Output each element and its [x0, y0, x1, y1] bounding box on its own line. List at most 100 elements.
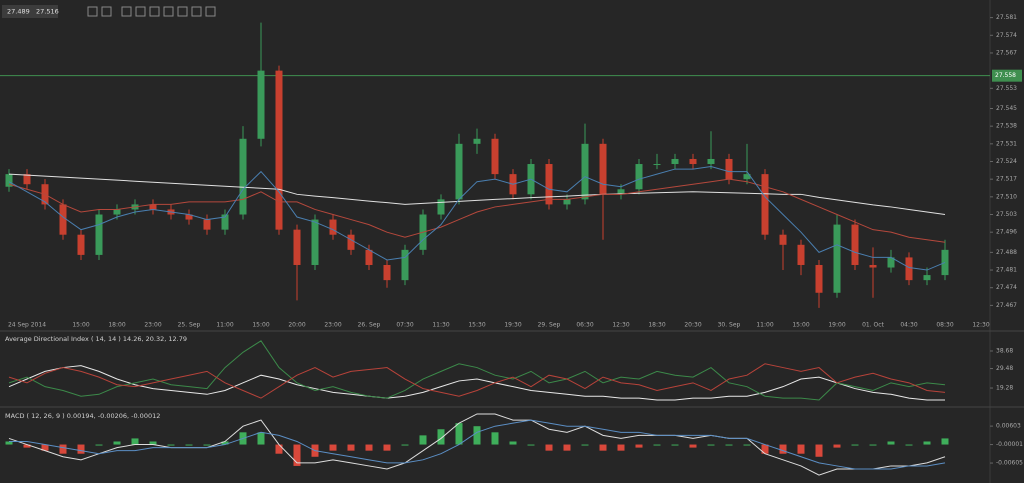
x-tick-label: 20:30 — [684, 322, 701, 329]
candle-body — [653, 164, 661, 166]
candle-body — [725, 158, 733, 180]
histogram-bar — [221, 441, 229, 445]
y-tick-label: 27.467 — [996, 302, 1017, 309]
tool-button[interactable] — [149, 6, 160, 17]
histogram-bar — [905, 444, 913, 446]
histogram-bar — [599, 444, 607, 451]
y-tick-label: 27.581 — [996, 14, 1017, 21]
y-tick-label: 27.524 — [996, 158, 1017, 165]
x-tick-label: 19:00 — [828, 322, 845, 329]
candle-body — [347, 234, 355, 250]
candle-body — [275, 70, 283, 230]
y-tick-label: 0.00603 — [996, 423, 1021, 430]
histogram-bar — [509, 441, 517, 445]
histogram-bar — [815, 444, 823, 457]
tool-button[interactable] — [191, 6, 202, 17]
x-tick-label: 24 Sep 2014 — [8, 322, 46, 329]
zoom-in-button[interactable] — [87, 6, 98, 17]
candle-body — [707, 158, 715, 165]
x-tick-label: 12:30 — [972, 322, 989, 329]
x-tick-label: 15:00 — [252, 322, 269, 329]
histogram-bar — [527, 444, 535, 446]
y-tick-label: -0.00605 — [996, 460, 1023, 467]
candle-body — [365, 249, 373, 265]
tool-button[interactable] — [121, 6, 132, 17]
x-tick-label: 26. Sep — [358, 322, 381, 329]
candle-body — [779, 234, 787, 245]
candle-body — [311, 219, 319, 265]
candle-body — [59, 204, 67, 235]
y-tick-label: 27.574 — [996, 32, 1017, 39]
candle-body — [617, 189, 625, 195]
candle-body — [473, 138, 481, 144]
bid-price: 27.489 — [7, 8, 30, 16]
y-tick-label: 27.538 — [996, 123, 1017, 130]
histogram-bar — [833, 444, 841, 448]
candle-body — [95, 214, 103, 255]
tool-button[interactable] — [205, 6, 216, 17]
price-box — [2, 5, 58, 18]
histogram-bar — [707, 444, 715, 446]
x-tick-label: 06:30 — [576, 322, 593, 329]
indicator-line — [8, 365, 945, 401]
histogram-bar — [779, 444, 787, 454]
zoom-out-button[interactable] — [101, 6, 112, 17]
candle-body — [221, 214, 229, 230]
histogram-bar — [185, 444, 193, 446]
indicator-line — [8, 340, 946, 401]
histogram-bar — [131, 438, 139, 445]
histogram-bar — [23, 444, 31, 448]
histogram-bar — [5, 441, 13, 445]
y-tick-label: 27.503 — [996, 211, 1017, 218]
candle-body — [833, 224, 841, 293]
tool-button[interactable] — [163, 6, 174, 17]
candle-body — [869, 264, 877, 268]
histogram-bar — [77, 444, 85, 454]
x-tick-label: 15:30 — [468, 322, 485, 329]
histogram-bar — [617, 444, 625, 451]
y-tick-label: 29.48 — [996, 365, 1013, 372]
candle-body — [113, 209, 121, 215]
candle-body — [203, 219, 211, 230]
histogram-bar — [797, 444, 805, 454]
candle-body — [689, 158, 697, 165]
histogram-bar — [347, 444, 355, 451]
tool-button[interactable] — [135, 6, 146, 17]
x-tick-label: 04:30 — [900, 322, 917, 329]
candle-body — [581, 143, 589, 200]
candle-body — [563, 199, 571, 205]
panel-title: Average Directional Index ( 14, 14 ) 14.… — [5, 335, 187, 343]
ask-price: 27.516 — [36, 8, 59, 16]
x-tick-label: 23:00 — [324, 322, 341, 329]
x-tick-label: 29. Sep — [538, 322, 561, 329]
candle-body — [491, 138, 499, 175]
y-tick-label: 38.68 — [996, 347, 1013, 354]
histogram-bar — [383, 444, 391, 451]
histogram-bar — [437, 429, 445, 445]
candle-body — [383, 264, 391, 281]
x-tick-label: 19:30 — [504, 322, 521, 329]
histogram-bar — [473, 426, 481, 445]
x-tick-label: 18:00 — [108, 322, 125, 329]
x-tick-label: 20:00 — [288, 322, 305, 329]
candle-body — [401, 249, 409, 281]
histogram-bar — [671, 444, 679, 446]
y-tick-label: 27.496 — [996, 229, 1017, 236]
histogram-bar — [275, 444, 283, 454]
candle-body — [923, 275, 931, 281]
histogram-bar — [563, 444, 571, 451]
y-tick-label: 27.481 — [996, 267, 1017, 274]
price-label-box — [992, 69, 1022, 82]
tool-button[interactable] — [177, 6, 188, 17]
panel-title: MACD ( 12, 26, 9 ) 0.00194, -0.00206, -0… — [5, 412, 160, 420]
histogram-bar — [419, 435, 427, 445]
histogram-bar — [941, 438, 949, 445]
candle-body — [671, 158, 679, 165]
x-tick-label: 30. Sep — [718, 322, 741, 329]
x-tick-label: 23:00 — [144, 322, 161, 329]
x-tick-label: 01. Oct — [862, 322, 884, 329]
y-tick-label: 27.531 — [996, 140, 1017, 147]
candle-body — [329, 219, 337, 235]
candle-body — [5, 174, 13, 187]
x-tick-label: 25. Sep — [178, 322, 201, 329]
